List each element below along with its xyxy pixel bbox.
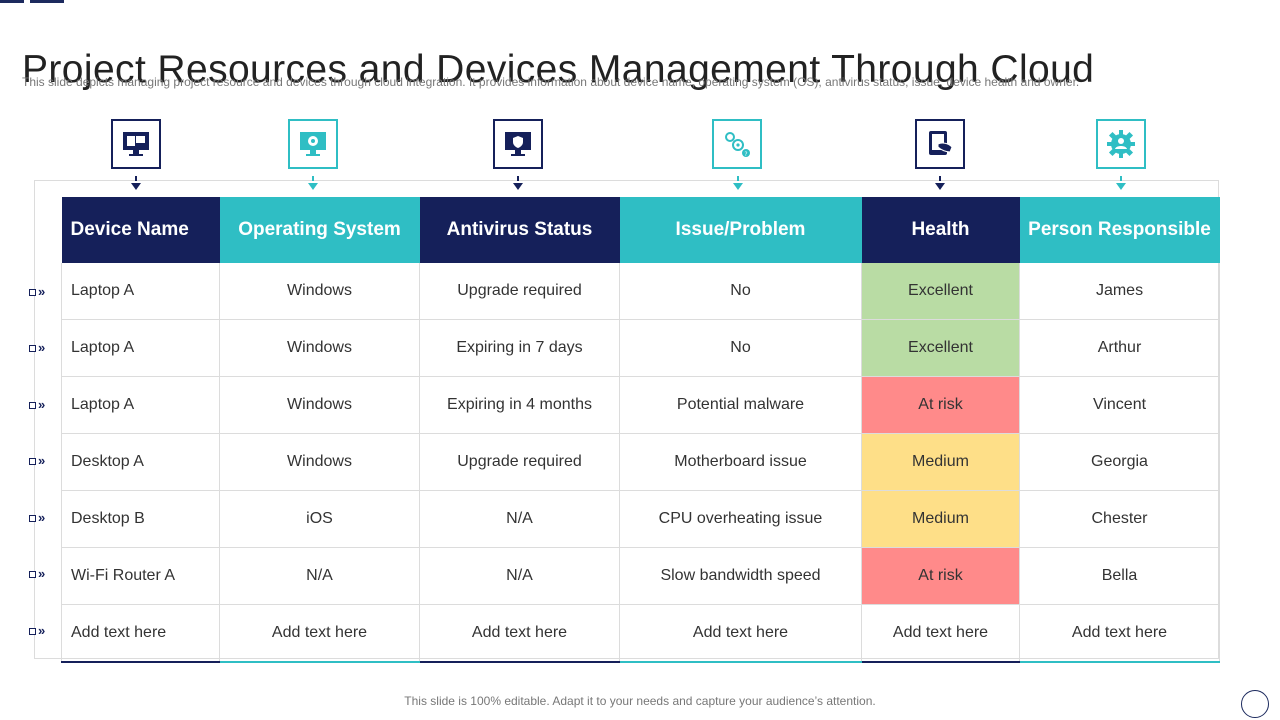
cell-device: Desktop A <box>61 433 220 491</box>
monitor-gear-icon <box>288 119 338 169</box>
row-bullet-icon: » <box>29 341 55 354</box>
cell-owner: Arthur <box>1019 319 1220 377</box>
cell-os: Windows <box>219 263 420 320</box>
cell-owner: Bella <box>1019 547 1220 605</box>
cell-os: N/A <box>219 547 420 605</box>
computer-monitor-icon <box>111 119 161 169</box>
arrow-down-icon <box>307 176 319 193</box>
cell-owner: Chester <box>1019 490 1220 548</box>
cell-health: Excellent <box>861 319 1020 377</box>
cell-device: Desktop B <box>61 490 220 548</box>
cell-owner: James <box>1019 263 1220 320</box>
page-number-circle <box>1241 690 1269 718</box>
header-person-responsible: Person Responsible <box>1019 197 1220 263</box>
cell-device: Wi-Fi Router A <box>61 547 220 605</box>
header-issue-problem: Issue/Problem <box>619 197 862 263</box>
table-row: Laptop A Windows Expiring in 7 days No E… <box>61 319 1220 377</box>
corner-accent-bar <box>0 0 24 3</box>
table-row: Laptop A Windows Upgrade required No Exc… <box>61 263 1220 320</box>
arrow-down-icon <box>732 176 744 193</box>
cell-antivirus: Upgrade required <box>419 433 620 491</box>
cell-health: Excellent <box>861 263 1020 320</box>
table-row: Wi-Fi Router A N/A N/A Slow bandwidth sp… <box>61 547 1220 605</box>
slide-title: Project Resources and Devices Management… <box>22 48 1095 92</box>
row-bullet-icon: » <box>29 398 55 411</box>
cell-health: At risk <box>861 547 1020 605</box>
cell-issue: Motherboard issue <box>619 433 862 491</box>
table-row: Add text here Add text here Add text her… <box>61 604 1220 663</box>
cell-os: Windows <box>219 319 420 377</box>
cell-os: Windows <box>219 376 420 434</box>
cell-issue: No <box>619 319 862 377</box>
cell-os: Windows <box>219 433 420 491</box>
cell-device: Add text here <box>61 604 220 663</box>
cell-device: Laptop A <box>61 263 220 320</box>
cell-health: Medium <box>861 433 1020 491</box>
cell-issue: CPU overheating issue <box>619 490 862 548</box>
table-row: Laptop A Windows Expiring in 4 months Po… <box>61 376 1220 434</box>
cell-health: At risk <box>861 376 1020 434</box>
row-bullet-icon: » <box>29 454 55 467</box>
corner-accent-bar <box>30 0 64 3</box>
cell-issue: No <box>619 263 862 320</box>
cell-antivirus: Upgrade required <box>419 263 620 320</box>
gear-person-icon <box>1096 119 1146 169</box>
slide-subtitle: This slide depicts managing project reso… <box>22 75 1080 89</box>
cell-os: Add text here <box>219 604 420 663</box>
header-antivirus-status: Antivirus Status <box>419 197 620 263</box>
cell-device: Laptop A <box>61 376 220 434</box>
cell-issue: Slow bandwidth speed <box>619 547 862 605</box>
cell-antivirus: Expiring in 4 months <box>419 376 620 434</box>
cell-issue: Potential malware <box>619 376 862 434</box>
header-operating-system: Operating System <box>219 197 420 263</box>
cell-owner: Add text here <box>1019 604 1220 663</box>
arrow-down-icon <box>934 176 946 193</box>
device-table: Device Name Operating System Antivirus S… <box>61 197 1220 663</box>
table-row: Desktop A Windows Upgrade required Mothe… <box>61 433 1220 491</box>
row-bullet-icon: » <box>29 624 55 637</box>
row-bullet-icon: » <box>29 511 55 524</box>
cell-antivirus: Add text here <box>419 604 620 663</box>
slide-footer: This slide is 100% editable. Adapt it to… <box>404 694 876 708</box>
table-header-row: Device Name Operating System Antivirus S… <box>61 197 1220 263</box>
row-bullet-icon: » <box>29 567 55 580</box>
cell-health: Medium <box>861 490 1020 548</box>
row-bullet-icon: » <box>29 285 55 298</box>
cell-owner: Georgia <box>1019 433 1220 491</box>
cell-device: Laptop A <box>61 319 220 377</box>
cell-antivirus: Expiring in 7 days <box>419 319 620 377</box>
arrow-down-icon <box>130 176 142 193</box>
monitor-shield-icon <box>493 119 543 169</box>
header-device-name: Device Name <box>61 197 220 263</box>
cell-health: Add text here <box>861 604 1020 663</box>
gears-question-icon: ? <box>712 119 762 169</box>
cell-issue: Add text here <box>619 604 862 663</box>
header-health: Health <box>861 197 1020 263</box>
cell-os: iOS <box>219 490 420 548</box>
table-row: Desktop B iOS N/A CPU overheating issue … <box>61 490 1220 548</box>
arrow-down-icon <box>1115 176 1127 193</box>
cell-antivirus: N/A <box>419 490 620 548</box>
arrow-down-icon <box>512 176 524 193</box>
tablet-hand-icon <box>915 119 965 169</box>
cell-owner: Vincent <box>1019 376 1220 434</box>
cell-antivirus: N/A <box>419 547 620 605</box>
svg-text:?: ? <box>744 151 747 158</box>
